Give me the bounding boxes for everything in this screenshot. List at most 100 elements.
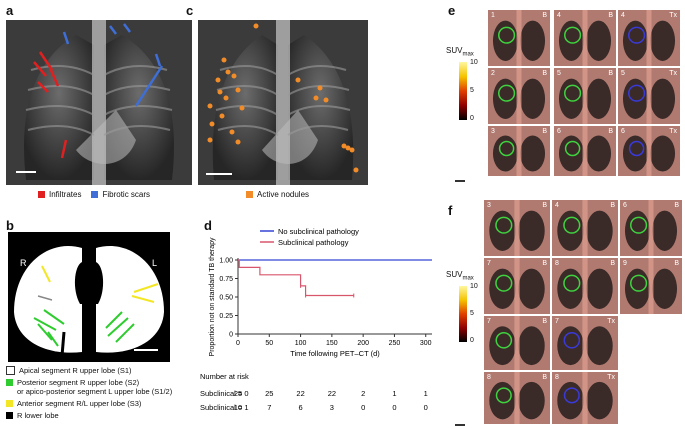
legend-b: Apical segment R upper lobe (S1) Posteri… (6, 366, 196, 420)
x-tick-label: 200 (357, 340, 369, 347)
legend-s12-label: or apico-posterior segment L upper lobe … (17, 387, 173, 396)
risk-cell: 2 (361, 389, 365, 398)
risk-cell: 7 (267, 403, 271, 412)
scan-image (488, 68, 550, 124)
infiltrates-swatch (38, 191, 45, 198)
scan-number: 4 (555, 202, 559, 209)
scan-image (554, 126, 616, 176)
lung-segment-map: R L (8, 232, 170, 362)
scan-image (620, 200, 682, 256)
risk-row-label: Subclinical = 0 (200, 389, 249, 398)
risk-cell: 10 (234, 403, 242, 412)
scan-image (618, 126, 680, 176)
risk-cell: 0 (361, 403, 365, 412)
nodule-marks (207, 23, 359, 173)
f-tile-10: 8 Tx (552, 372, 618, 424)
e-tile-9: 6 Tx (618, 126, 680, 176)
risk-row-label: Subclinical = 1 (200, 403, 249, 412)
scan-image (552, 372, 618, 424)
scale-f-0: 0 (470, 337, 474, 344)
scan-tag: B (674, 260, 679, 267)
scan-image (484, 258, 550, 314)
risk-cell: 22 (296, 389, 304, 398)
legend-a: Infiltrates Fibrotic scars (38, 190, 150, 199)
suv-label-f: SUVmax (446, 270, 474, 282)
suv-colorbar-e (459, 62, 467, 120)
risk-table-title: Number at risk (200, 372, 249, 381)
nodules-swatch (246, 191, 253, 198)
x-tick-label: 100 (295, 340, 307, 347)
km-series-line-2 (238, 259, 354, 297)
scan-number: 7 (555, 318, 559, 325)
risk-cell: 3 (330, 403, 334, 412)
scan-tag: B (608, 128, 613, 135)
legend-label-1: No subclinical pathology (278, 227, 359, 236)
scan-tag: Tx (607, 318, 615, 325)
risk-cell: 25 (234, 389, 242, 398)
suv-text-f: SUV (446, 270, 463, 279)
scale-bar-e (455, 180, 465, 182)
scale-e-5: 5 (470, 87, 474, 94)
legend-b-s3: Anterior segment R/L upper lobe (S3) (6, 399, 196, 408)
suv-sub-e: max (462, 51, 474, 58)
scan-tag: B (610, 202, 615, 209)
scan-tag: B (542, 70, 547, 77)
scan-number: 3 (487, 202, 491, 209)
side-l-label: L (152, 258, 158, 268)
km-survival-chart: 00.250.500.751.000 50 100 150 200 250 300Time … (200, 227, 432, 412)
scan-image (484, 372, 550, 424)
scale-f-10: 10 (470, 283, 478, 290)
scan-number: 8 (555, 260, 559, 267)
scale-bar-f (455, 424, 465, 426)
lung-segment-svg (14, 245, 164, 357)
scan-tag: Tx (669, 12, 677, 19)
panel-d-letter: d (204, 218, 212, 233)
risk-cell: 1 (392, 389, 396, 398)
xray-image-c (198, 20, 368, 185)
legend-s1-label: Apical segment R upper lobe (S1) (19, 366, 132, 375)
scan-tag: B (542, 12, 547, 19)
s1-swatch (6, 366, 15, 375)
scan-tag: Tx (607, 374, 615, 381)
scale-e-0: 0 (470, 115, 474, 122)
scan-number: 5 (621, 70, 625, 77)
legend-b-s1: Apical segment R upper lobe (S1) (6, 366, 196, 375)
y-tick-label: 0.25 (219, 313, 233, 320)
panel-b-letter: b (6, 218, 14, 233)
x-tick-label: 50 (265, 340, 273, 347)
legend-infiltrates: Infiltrates (49, 190, 82, 199)
scan-tag: B (542, 260, 547, 267)
panel-c-letter: c (186, 3, 194, 18)
scan-image (552, 200, 618, 256)
scan-tag: Tx (669, 70, 677, 77)
scan-number: 5 (557, 70, 561, 77)
risk-cell: 1 (424, 389, 428, 398)
x-tick-label: 250 (389, 340, 401, 347)
legend-s2-label: Posterior segment R upper lobe (S2) (17, 378, 140, 387)
panel-a-letter: a (6, 3, 14, 18)
y-axis-label: Proportion not on standard TB therapy (209, 237, 216, 356)
scan-tag: B (608, 70, 613, 77)
e-tile-6: 5 Tx (618, 68, 680, 124)
scan-image (488, 126, 550, 176)
s3-lines (41, 265, 159, 303)
panel-e-letter: e (448, 3, 456, 18)
y-tick-label: 0 (229, 332, 233, 339)
x-tick-label: 300 (420, 340, 432, 347)
scan-number: 9 (623, 260, 627, 267)
risk-cell: 25 (265, 389, 273, 398)
scan-tag: B (674, 202, 679, 209)
scan-image (618, 10, 680, 66)
legend-b-s12: or apico-posterior segment L upper lobe … (6, 387, 196, 396)
suv-label-e: SUVmax (446, 46, 474, 58)
scan-number: 3 (491, 128, 495, 135)
